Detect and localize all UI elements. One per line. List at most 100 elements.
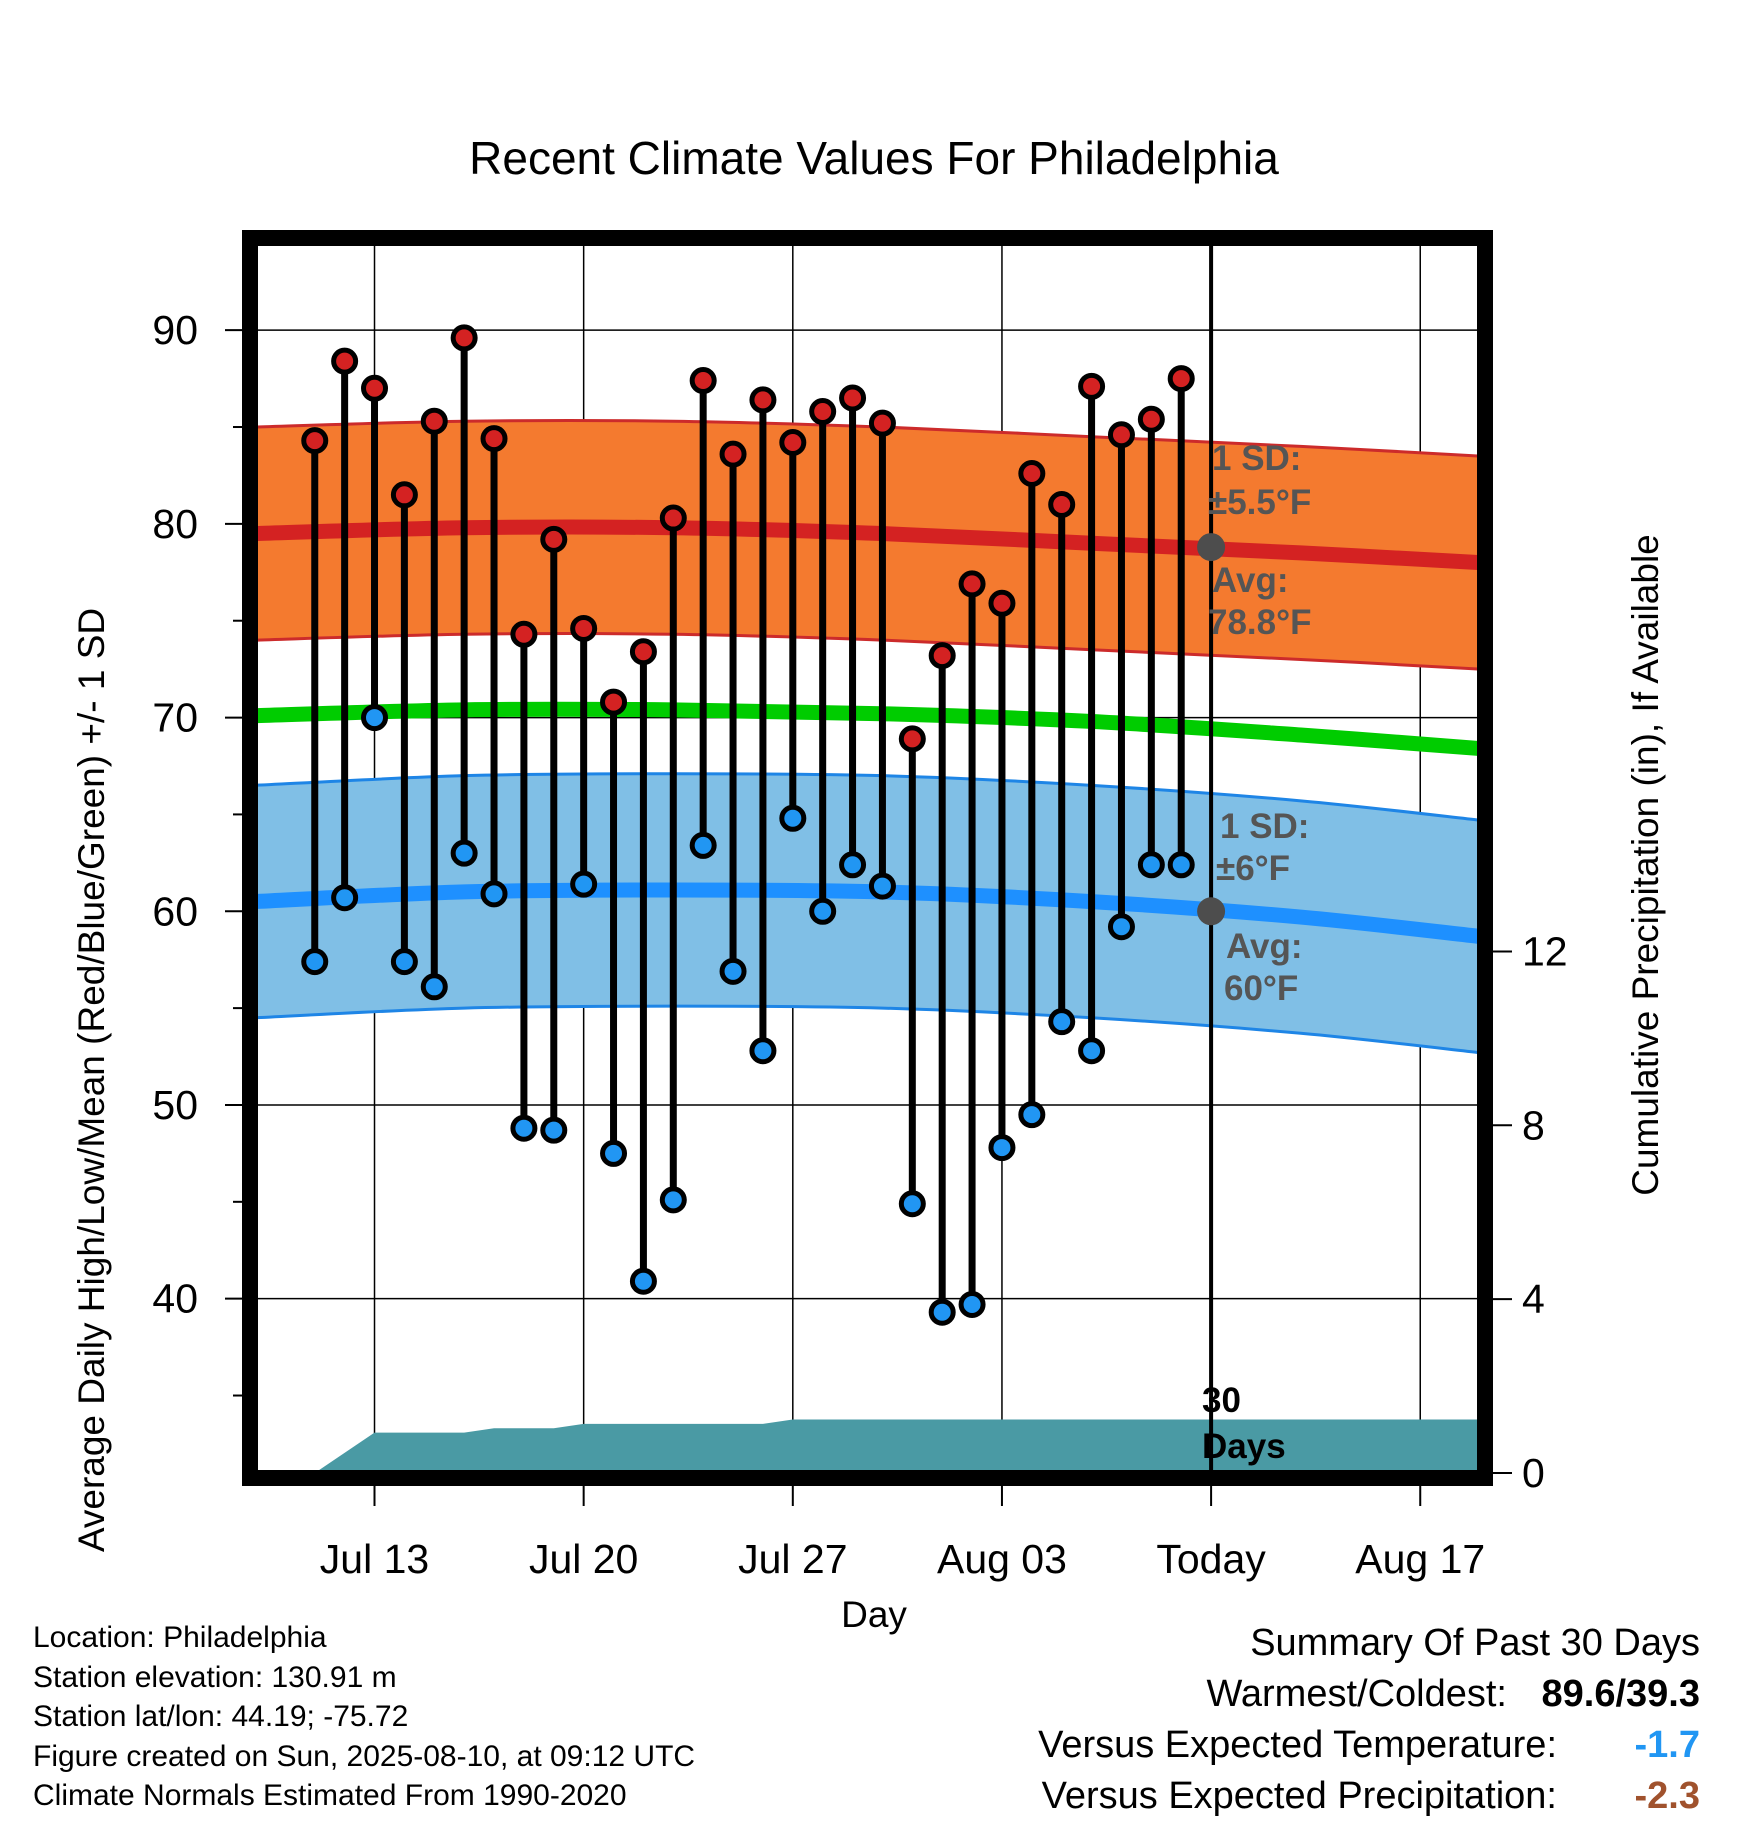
daily-high-point — [570, 614, 598, 642]
daily-low-point — [420, 973, 448, 1001]
x-tick-label: Today — [1156, 1536, 1266, 1582]
daily-low-point — [629, 1267, 657, 1295]
high-avg-value: 78.8°F — [1208, 603, 1312, 642]
daily-low-point — [1078, 1037, 1106, 1065]
daily-high-point — [1078, 372, 1106, 400]
daily-high-point — [1107, 421, 1135, 449]
y-axis-right-label: Cumulative Precipitation (in), If Availa… — [1625, 534, 1666, 1196]
daily-low-point — [480, 880, 508, 908]
low-avg-value: 60°F — [1224, 969, 1298, 1008]
daily-low-point — [570, 870, 598, 898]
daily-high-point — [659, 504, 687, 532]
normal-mean-line — [254, 701, 1481, 757]
daily-high-point — [361, 374, 389, 402]
normal-low-band — [255, 773, 1480, 1053]
precip-value: -2.3 — [1634, 1775, 1700, 1817]
daily-high-point — [1018, 460, 1046, 488]
daily-low-point — [450, 839, 478, 867]
daily-high-point — [510, 620, 538, 648]
low-sd-label: 1 SD: — [1220, 807, 1309, 846]
y-right-tick-label: 12 — [1522, 928, 1568, 974]
daily-low-point — [331, 884, 359, 912]
daily-low-point — [958, 1290, 986, 1318]
daily-high-point — [839, 384, 867, 412]
y-tick-label: 70 — [152, 695, 198, 741]
low-sd-value: ±6°F — [1216, 849, 1290, 888]
daily-high-point — [988, 589, 1016, 617]
daily-low-point — [361, 704, 389, 732]
daily-low-point — [868, 872, 896, 900]
daily-high-point — [1137, 405, 1165, 433]
today-low-avg-point — [1197, 897, 1226, 926]
daily-low-point — [898, 1190, 926, 1218]
daily-low-point — [600, 1139, 628, 1167]
x-tick-label: Jul 27 — [738, 1536, 847, 1582]
daily-high-point — [1167, 365, 1195, 393]
daily-low-point — [839, 851, 867, 879]
daily-high-point — [749, 386, 777, 414]
daily-low-point — [1048, 1008, 1076, 1036]
daily-low-point — [1137, 851, 1165, 879]
daily-low-point — [809, 897, 837, 925]
y-tick-label: 40 — [152, 1276, 198, 1322]
daily-high-point — [420, 407, 448, 435]
daily-high-point — [809, 398, 837, 426]
daily-high-point — [719, 440, 747, 468]
chart-title: Recent Climate Values For Philadelphia — [469, 132, 1279, 184]
today-high-avg-point — [1197, 533, 1226, 562]
daily-high-point — [390, 481, 418, 509]
temp-value: -1.7 — [1634, 1724, 1700, 1766]
warm-cold-value: 89.6/39.3 — [1541, 1673, 1700, 1715]
y-axis-label: Average Daily High/Low/Mean (Red/Blue/Gr… — [71, 608, 112, 1552]
daily-low-point — [301, 948, 329, 976]
y-tick-label: 50 — [152, 1082, 198, 1128]
normals-text: Climate Normals Estimated From 1990-2020 — [33, 1779, 627, 1812]
daily-low-point — [540, 1116, 568, 1144]
daily-low-point — [719, 957, 747, 985]
summary-heading: Summary Of Past 30 Days — [1250, 1622, 1700, 1664]
daily-high-point — [958, 570, 986, 598]
daily-low-point — [779, 804, 807, 832]
y-right-tick-label: 8 — [1522, 1102, 1545, 1148]
daily-low-point — [390, 948, 418, 976]
low-avg-label: Avg: — [1226, 927, 1302, 966]
high-avg-label: Avg: — [1212, 561, 1288, 600]
daily-high-point — [898, 725, 926, 753]
daily-low-point — [1167, 851, 1195, 879]
daily-high-point — [928, 642, 956, 670]
y-tick-label: 90 — [152, 307, 198, 353]
daily-high-point — [480, 425, 508, 453]
latlon-text: Station lat/lon: 44.19; -75.72 — [33, 1700, 409, 1733]
y-right-tick-label: 4 — [1522, 1276, 1545, 1322]
temp-label: Versus Expected Temperature: — [1038, 1724, 1557, 1766]
created-text: Figure created on Sun, 2025-08-10, at 09… — [33, 1739, 696, 1773]
daily-high-point — [450, 324, 478, 352]
daily-high-point — [779, 429, 807, 457]
elevation-text: Station elevation: 130.91 m — [33, 1660, 397, 1694]
daily-low-point — [988, 1134, 1016, 1162]
x-tick-label: Aug 03 — [937, 1536, 1067, 1582]
normal-low-lower-edge — [254, 1004, 1481, 1055]
daily-low-point — [659, 1186, 687, 1214]
warm-cold-label: Warmest/Coldest: — [1206, 1673, 1507, 1715]
normal-high-band — [255, 420, 1480, 670]
summary-warm-cold-row: Warmest/Coldest: 89.6/39.3 — [1038, 1669, 1700, 1720]
y-tick-label: 60 — [152, 888, 198, 934]
precip-label: Versus Expected Precipitation: — [1041, 1775, 1557, 1817]
high-sd-value: ±5.5°F — [1208, 483, 1311, 522]
daily-high-point — [301, 427, 329, 455]
y-right-tick-label: 0 — [1522, 1450, 1545, 1496]
station-metadata: Location: Philadelphia Station elevation… — [33, 1618, 695, 1816]
x-tick-label: Aug 17 — [1355, 1536, 1485, 1582]
daily-high-point — [629, 638, 657, 666]
summary-precip-row: Versus Expected Precipitation: -2.3 — [1038, 1771, 1700, 1822]
summary-panel: Summary Of Past 30 Days Warmest/Coldest:… — [1038, 1618, 1700, 1822]
daily-low-point — [749, 1037, 777, 1065]
daily-low-point — [1018, 1101, 1046, 1129]
x-tick-label: Jul 20 — [529, 1536, 638, 1582]
daily-high-point — [1048, 490, 1076, 518]
x-axis-label: Day — [841, 1594, 907, 1635]
